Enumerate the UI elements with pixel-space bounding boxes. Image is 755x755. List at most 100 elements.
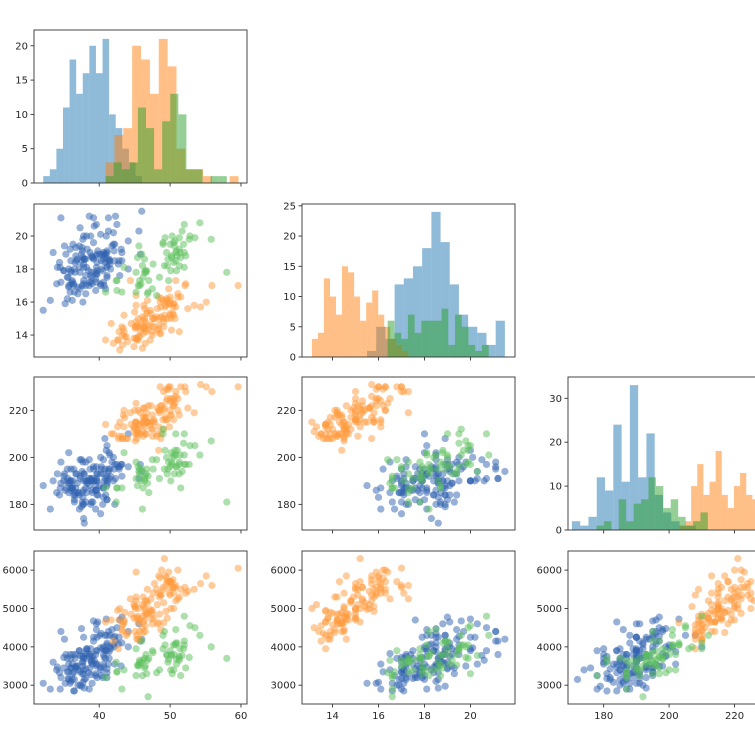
scatter-point	[88, 679, 96, 687]
scatter-point	[101, 420, 110, 429]
y-tick-label: 18	[15, 265, 28, 276]
scatter-point	[377, 505, 385, 513]
scatter-point	[322, 420, 330, 429]
scatter-point	[136, 281, 144, 290]
scatter-point	[469, 453, 477, 461]
scatter-point	[165, 423, 173, 431]
scatter-point	[443, 645, 452, 653]
y-tick-label: 25	[283, 201, 296, 212]
scatter-point	[138, 207, 146, 215]
scatter-point	[180, 220, 188, 229]
scatter-point	[347, 597, 355, 605]
scatter-point	[79, 235, 87, 243]
scatter-point	[162, 607, 170, 615]
scatter-point	[196, 380, 205, 389]
histogram-bar	[89, 45, 96, 183]
scatter-point	[434, 684, 442, 692]
scatter-point	[482, 612, 491, 620]
scatter-point	[207, 643, 215, 651]
scatter-point	[688, 602, 696, 611]
scatter-point	[655, 613, 663, 621]
scatter-point	[57, 673, 65, 682]
x-tick-label: 14	[326, 711, 339, 722]
scatter-point	[374, 493, 383, 501]
scatter-point	[114, 606, 122, 615]
scatter-point	[107, 430, 115, 438]
scatter-point	[368, 434, 376, 443]
histogram-bar	[137, 107, 146, 183]
scatter-point	[132, 301, 140, 309]
scatter-point	[377, 579, 385, 588]
scatter-point	[464, 446, 472, 454]
x-tick-label: 20	[464, 711, 477, 722]
scatter-point	[485, 631, 493, 639]
x-tick-label: 16	[372, 711, 385, 722]
scatter-point	[420, 430, 429, 438]
histogram-bar	[366, 302, 373, 357]
scatter-point	[737, 566, 745, 574]
panel-3-1: 14 16 18 20 3000 4000 5000 6000	[271, 550, 516, 722]
histogram-bar	[123, 128, 133, 183]
y-tick-label: 0	[556, 526, 562, 537]
scatter-point	[340, 589, 348, 597]
scatter-point	[155, 273, 164, 281]
scatter-point	[734, 593, 742, 601]
scatter-point	[60, 242, 69, 250]
y-tick-label: 15	[15, 76, 28, 87]
scatter-point	[53, 489, 61, 497]
y-tick-label: 200	[277, 453, 296, 464]
scatter-point	[142, 430, 150, 438]
y-tick-label: 10	[15, 110, 28, 121]
scatter-point	[76, 224, 84, 232]
scatter-point	[112, 498, 120, 506]
scatter-point	[425, 627, 433, 636]
histogram-bar	[95, 73, 103, 183]
scatter-point	[464, 624, 472, 632]
plot-area	[39, 207, 242, 354]
scatter-point	[77, 456, 86, 464]
scatter-point	[708, 572, 716, 580]
scatter-point	[379, 465, 387, 473]
scatter-point	[76, 268, 84, 276]
y-tick-label: 5000	[3, 604, 28, 615]
scatter-point	[439, 620, 447, 628]
histogram-bar	[700, 512, 708, 530]
scatter-point	[580, 666, 588, 674]
y-tick-label: 180	[277, 500, 296, 511]
scatter-point	[390, 505, 399, 513]
scatter-point	[140, 255, 149, 263]
scatter-point	[177, 585, 185, 593]
histogram-bar	[401, 338, 408, 357]
histogram-bar	[384, 326, 391, 357]
scatter-point	[61, 300, 69, 308]
scatter-point	[672, 666, 680, 674]
scatter-point	[178, 227, 186, 235]
scatter-point	[100, 281, 108, 290]
scatter-point	[120, 263, 128, 271]
scatter-point	[191, 442, 199, 450]
scatter-point	[143, 296, 152, 304]
scatter-point	[177, 484, 185, 492]
scatter-point	[60, 635, 69, 643]
scatter-point	[191, 234, 199, 242]
scatter-point	[234, 281, 242, 290]
scatter-point	[397, 656, 406, 664]
scatter-point	[443, 430, 452, 438]
scatter-point	[379, 402, 387, 410]
scatter-point	[143, 290, 152, 298]
scatter-point	[89, 633, 98, 641]
scatter-point	[363, 605, 371, 614]
scatter-point	[177, 293, 185, 301]
scatter-point	[312, 601, 321, 609]
scatter-point	[171, 237, 179, 245]
scatter-point	[196, 579, 205, 588]
scatter-point	[71, 491, 79, 499]
scatter-point	[724, 578, 732, 586]
scatter-point	[409, 474, 417, 483]
histogram-bar	[422, 248, 432, 357]
scatter-point	[132, 597, 140, 605]
scatter-point	[141, 597, 149, 605]
scatter-point	[436, 484, 445, 492]
y-tick-label: 16	[15, 298, 28, 309]
scatter-point	[202, 298, 210, 306]
